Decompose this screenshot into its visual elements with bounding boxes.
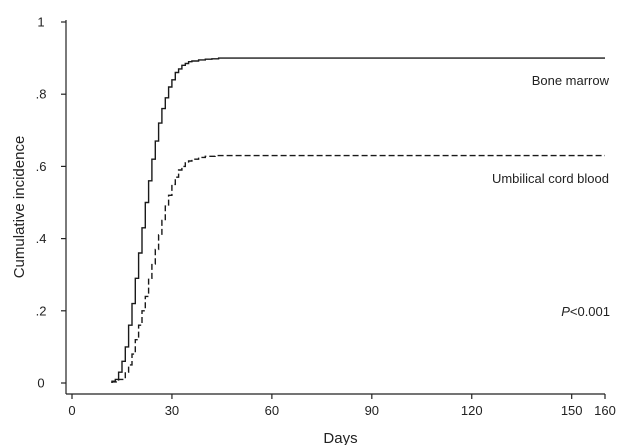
x-tick-label: 0 bbox=[68, 403, 75, 418]
x-axis-title: Days bbox=[323, 430, 357, 445]
series-line-0 bbox=[111, 57, 605, 383]
axes bbox=[65, 20, 605, 395]
y-tick-label: .8 bbox=[36, 87, 47, 102]
series-label-bone-marrow: Bone marrow bbox=[532, 73, 610, 88]
p-value-symbol: P bbox=[561, 304, 570, 319]
x-tick-label: 120 bbox=[461, 403, 483, 418]
y-tick-label: .4 bbox=[36, 231, 47, 246]
y-tick-label: 1 bbox=[37, 15, 44, 30]
series-label-umbilical-cord-blood: Umbilical cord blood bbox=[492, 171, 609, 186]
series-layer bbox=[111, 57, 605, 383]
x-tick-label: 90 bbox=[365, 403, 379, 418]
p-value-text: <0.001 bbox=[570, 304, 610, 319]
y-axis-title: Cumulative incidence bbox=[11, 136, 28, 279]
x-tick-label: 60 bbox=[265, 403, 279, 418]
y-tick-label: 0 bbox=[37, 376, 44, 391]
y-ticks: 0 .2 .4 .6 .8 1 bbox=[36, 15, 66, 391]
y-tick-label: .6 bbox=[36, 159, 47, 174]
y-tick-label: .2 bbox=[36, 303, 47, 318]
x-tick-label: 30 bbox=[165, 403, 179, 418]
x-tick-label: 150 bbox=[561, 403, 583, 418]
p-value-annotation: P<0.001 bbox=[561, 304, 610, 319]
series-line-1 bbox=[111, 154, 605, 383]
x-tick-label: 160 bbox=[594, 403, 616, 418]
x-ticks: 0 30 60 90 120 150 160 bbox=[68, 394, 616, 418]
